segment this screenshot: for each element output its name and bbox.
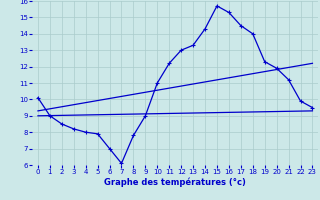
X-axis label: Graphe des températures (°c): Graphe des températures (°c) — [104, 178, 246, 187]
